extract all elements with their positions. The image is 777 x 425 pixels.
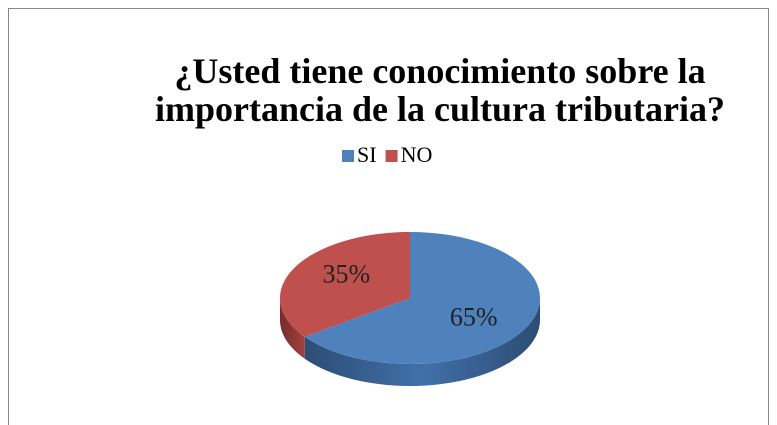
chart-frame	[8, 8, 769, 425]
legend-label: NO	[401, 142, 433, 167]
legend-label: SI	[357, 142, 377, 167]
data-label: 35%	[322, 260, 370, 289]
chart-title: ¿Usted tiene conocimiento sobre la impor…	[155, 51, 725, 129]
pie-slice	[280, 232, 410, 337]
legend-swatch	[342, 150, 354, 162]
data-label: 65%	[450, 302, 498, 331]
pie-slice-side	[304, 298, 540, 386]
pie-slice-side	[280, 298, 305, 359]
legend-swatch	[385, 150, 398, 162]
pie-slice	[304, 232, 540, 364]
